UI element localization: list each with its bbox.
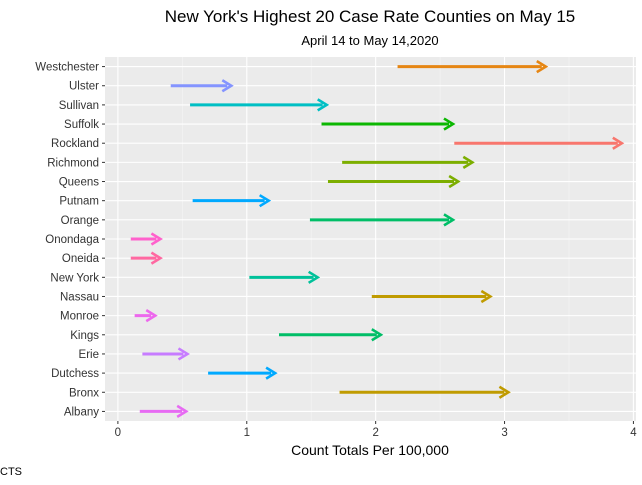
x-tick-label: 3 [501, 427, 507, 439]
arrow-head [150, 251, 163, 265]
y-tick-label: Sullivan [59, 100, 99, 112]
arrow-putnam [192, 194, 272, 208]
arrow-albany [139, 404, 189, 419]
arrow-head [150, 232, 163, 246]
y-tick-label: Kings [70, 330, 99, 342]
x-tick-labels: 0 1 2 3 4 [115, 421, 637, 439]
y-tick-label: Suffolk [64, 119, 99, 131]
arrow-suffolk [321, 117, 456, 131]
arrow-orange [309, 213, 456, 227]
x-tick-label: 0 [115, 427, 121, 439]
y-tick-label: Richmond [47, 157, 99, 169]
y-tick-label: Orange [61, 215, 99, 227]
y-tick-label: Ulster [69, 81, 99, 93]
arrow-dutchess [208, 366, 278, 380]
arrow-richmond [342, 155, 475, 169]
y-tick-labels: Westchester Ulster Sullivan Suffolk Rockland… [35, 62, 105, 418]
chart-subtitle: April 14 to May 14,2020 [301, 33, 438, 48]
y-tick-label: Nassau [60, 291, 99, 303]
arrow-head [443, 213, 456, 227]
arrow-rockland [454, 136, 625, 150]
y-tick-label: Monroe [60, 311, 99, 323]
arrow-kings [278, 328, 384, 342]
arrow-new-york [249, 270, 321, 284]
y-tick-label: Rockland [51, 138, 99, 150]
arrow-head [145, 309, 158, 323]
x-axis-label: Count Totals Per 100,000 [291, 442, 449, 458]
arrow-head [176, 404, 189, 419]
y-tick-label: Albany [64, 406, 99, 418]
x-tick-label: 2 [372, 427, 378, 439]
arrow-head [443, 117, 456, 131]
arrow-series [130, 59, 625, 419]
arrow-oneida [130, 251, 163, 265]
arrow-head [177, 347, 190, 361]
arrow-head [498, 385, 511, 399]
arrow-head [317, 98, 330, 112]
y-tick-label: Queens [59, 177, 100, 189]
arrow-head [536, 59, 549, 74]
chart-caption: CTS [0, 466, 22, 478]
arrow-head [462, 155, 475, 169]
arrow-monroe [134, 309, 158, 323]
arrow-ulster [170, 79, 234, 93]
arrow-nassau [371, 289, 493, 304]
arrow-head [265, 366, 278, 380]
arrow-head [371, 328, 384, 342]
arrow-westchester [397, 59, 549, 74]
arrow-queens [327, 174, 461, 189]
y-tick-label: Erie [79, 349, 99, 361]
y-tick-label: Onondaga [45, 234, 99, 246]
arrow-sullivan [190, 98, 330, 112]
arrow-head [221, 79, 234, 93]
y-tick-label: Bronx [69, 387, 99, 399]
arrow-head [259, 194, 272, 208]
x-tick-label: 1 [244, 427, 250, 439]
chart-title: New York's Highest 20 Case Rate Counties… [165, 7, 576, 26]
y-tick-label: Westchester [35, 62, 99, 74]
x-tick-label: 4 [630, 427, 637, 439]
arrow-head [448, 174, 461, 189]
arrow-head [612, 136, 625, 150]
arrow-head [307, 270, 321, 284]
arrow-head [480, 289, 493, 304]
arrow-erie [142, 347, 190, 361]
arrow-bronx [339, 385, 511, 399]
y-tick-label: Putnam [59, 196, 99, 208]
y-tick-label: Oneida [62, 253, 100, 265]
y-tick-label: Dutchess [51, 368, 99, 380]
arrow-onondaga [130, 232, 163, 246]
y-tick-label: New York [50, 272, 99, 284]
